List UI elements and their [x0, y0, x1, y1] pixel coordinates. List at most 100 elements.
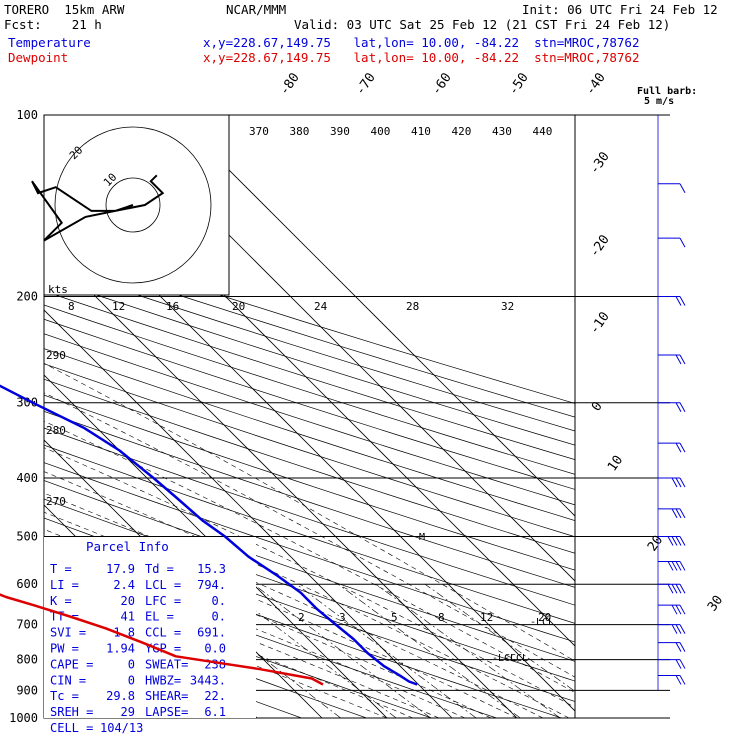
moist-adiabat-line	[44, 492, 544, 718]
parcel-info-key: EL =	[145, 610, 174, 624]
parcel-info-key: YGP =	[145, 642, 181, 656]
mixing-ratio-label: 8	[438, 611, 445, 624]
wind-barb-flag	[679, 183, 686, 193]
isotherm-label: -50	[506, 70, 532, 98]
parcel-info-value: 22.	[204, 689, 226, 703]
wind-barb-flag	[671, 536, 678, 546]
parcel-info-value: 0.	[212, 594, 226, 608]
legend-temperature-info: x,y=228.67,149.75 lat,lon= 10.00, -84.22…	[203, 35, 640, 50]
dry-adiabat-line	[44, 250, 575, 418]
parcel-info-title: Parcel Info	[86, 539, 169, 554]
parcel-info-value: 29	[121, 705, 135, 719]
mixing-ratio-label: 20	[538, 611, 551, 624]
parcel-info-key: CAPE =	[50, 657, 93, 671]
parcel-info-key: SHEAR=	[145, 689, 188, 703]
dry-adiabat-line	[44, 348, 575, 521]
wind-barb-flag	[675, 477, 682, 488]
parcel-info-key: HWBZ=	[145, 673, 181, 687]
plot-frame	[43, 114, 576, 719]
wind-barb-flag	[679, 237, 686, 248]
pressure-tick-label: 700	[16, 618, 38, 632]
pressure-tick-label: 200	[16, 290, 38, 304]
wind-barb-flag	[675, 508, 682, 519]
theta-e-label: 400	[371, 125, 391, 138]
theta-e-label: 370	[249, 125, 269, 138]
parcel-info-value: 2.4	[113, 578, 135, 592]
theta-label: 270	[46, 495, 66, 508]
parcel-info-key: LCL =	[145, 578, 181, 592]
isotherm-line	[173, 115, 575, 517]
isotherm-label: -30	[587, 149, 613, 177]
wind-barb-flag	[679, 508, 686, 519]
wind-barb-flag	[675, 604, 682, 615]
parcel-info-key: CIN =	[50, 673, 86, 687]
sounding-temperature-trace	[0, 384, 418, 686]
valid-time: Valid: 03 UTC Sat 25 Feb 12 (21 CST Fri …	[294, 17, 671, 32]
wind-barb-flag	[675, 583, 682, 594]
hodograph-units-label: kts	[48, 283, 68, 296]
wind-speed-label: 24	[314, 300, 328, 313]
parcel-info-key: SVI =	[50, 626, 86, 640]
isotherm-label: -80	[277, 70, 303, 98]
wind-barb-flag	[671, 604, 678, 615]
parcel-info-value: 0.0	[204, 642, 226, 656]
dry-adiabat-line	[44, 480, 575, 662]
dry-adiabat-line	[44, 237, 575, 404]
isotherm-label: -20	[587, 232, 613, 260]
dry-adiabat-line	[44, 410, 575, 588]
mixing-ratio-line	[296, 583, 477, 718]
parcel-info-key: PW =	[50, 642, 79, 656]
dry-adiabat-line	[44, 277, 575, 446]
parcel-info-key: LFC =	[145, 594, 181, 608]
wind-barb-flag	[679, 296, 686, 306]
pressure-tick-label: 900	[16, 683, 38, 697]
model-title: TORERO 15km ARW	[4, 2, 125, 17]
wind-barb-flag	[679, 536, 686, 546]
wind-barb-flag	[671, 561, 678, 571]
parcel-info-key: LI =	[50, 578, 79, 592]
wind-barb-flag	[679, 561, 686, 571]
wind-barb-flag	[679, 402, 686, 412]
pressure-tick-label: 1000	[9, 711, 38, 725]
parcel-info-value: 20	[121, 594, 135, 608]
hodograph-ring-inner	[105, 177, 161, 233]
wind-barb-flag	[675, 642, 682, 652]
theta-e-label: 390	[330, 125, 350, 138]
parcel-info-key: T =	[50, 562, 72, 576]
wind-barb-flag	[679, 642, 686, 652]
parcel-info-value: 104/13	[100, 721, 143, 735]
center-label: NCAR/MMM	[226, 2, 287, 17]
mixing-ratio-label: 5	[391, 611, 398, 624]
wind-barb-flag	[679, 604, 686, 615]
wind-speed-label: 12	[112, 300, 125, 313]
sounding-annotation: M	[419, 532, 425, 543]
parcel-info-value: 41	[121, 610, 135, 624]
parcel-info-value: 6.1	[204, 705, 226, 719]
legend-dewpoint-label: Dewpoint	[8, 50, 69, 65]
parcel-info-value: 15.3	[197, 562, 226, 576]
isotherm-label: -40	[583, 70, 609, 98]
parcel-info-key: LAPSE=	[145, 705, 188, 719]
wind-barb-flag	[679, 442, 686, 453]
isotherm-label: 10	[605, 453, 626, 474]
isotherm-label: -70	[353, 70, 379, 98]
theta-e-label: 420	[452, 125, 472, 138]
parcel-info-key: SREH =	[50, 705, 93, 719]
legend-temperature-label: Temperature	[8, 35, 91, 50]
wind-barb-flag	[679, 675, 686, 685]
theta-label: 290	[46, 349, 66, 362]
sounding-annotation: -CCL	[504, 653, 528, 664]
isotherm-label: 20	[645, 533, 666, 554]
mixing-ratio-label: 3	[339, 611, 346, 624]
moist-adiabat-line	[44, 583, 388, 718]
dry-adiabat-line	[44, 427, 575, 606]
isotherm-label: -60	[429, 70, 455, 98]
full-barb-value: 5 m/s	[644, 96, 674, 107]
wind-barb-flag	[675, 354, 682, 365]
wind-speed-label: 28	[406, 300, 419, 313]
wind-barb-flag	[671, 583, 678, 594]
dry-adiabat-line	[44, 333, 575, 506]
dry-adiabat-line	[44, 462, 575, 643]
sounding-annotation: -LCL	[492, 653, 516, 664]
